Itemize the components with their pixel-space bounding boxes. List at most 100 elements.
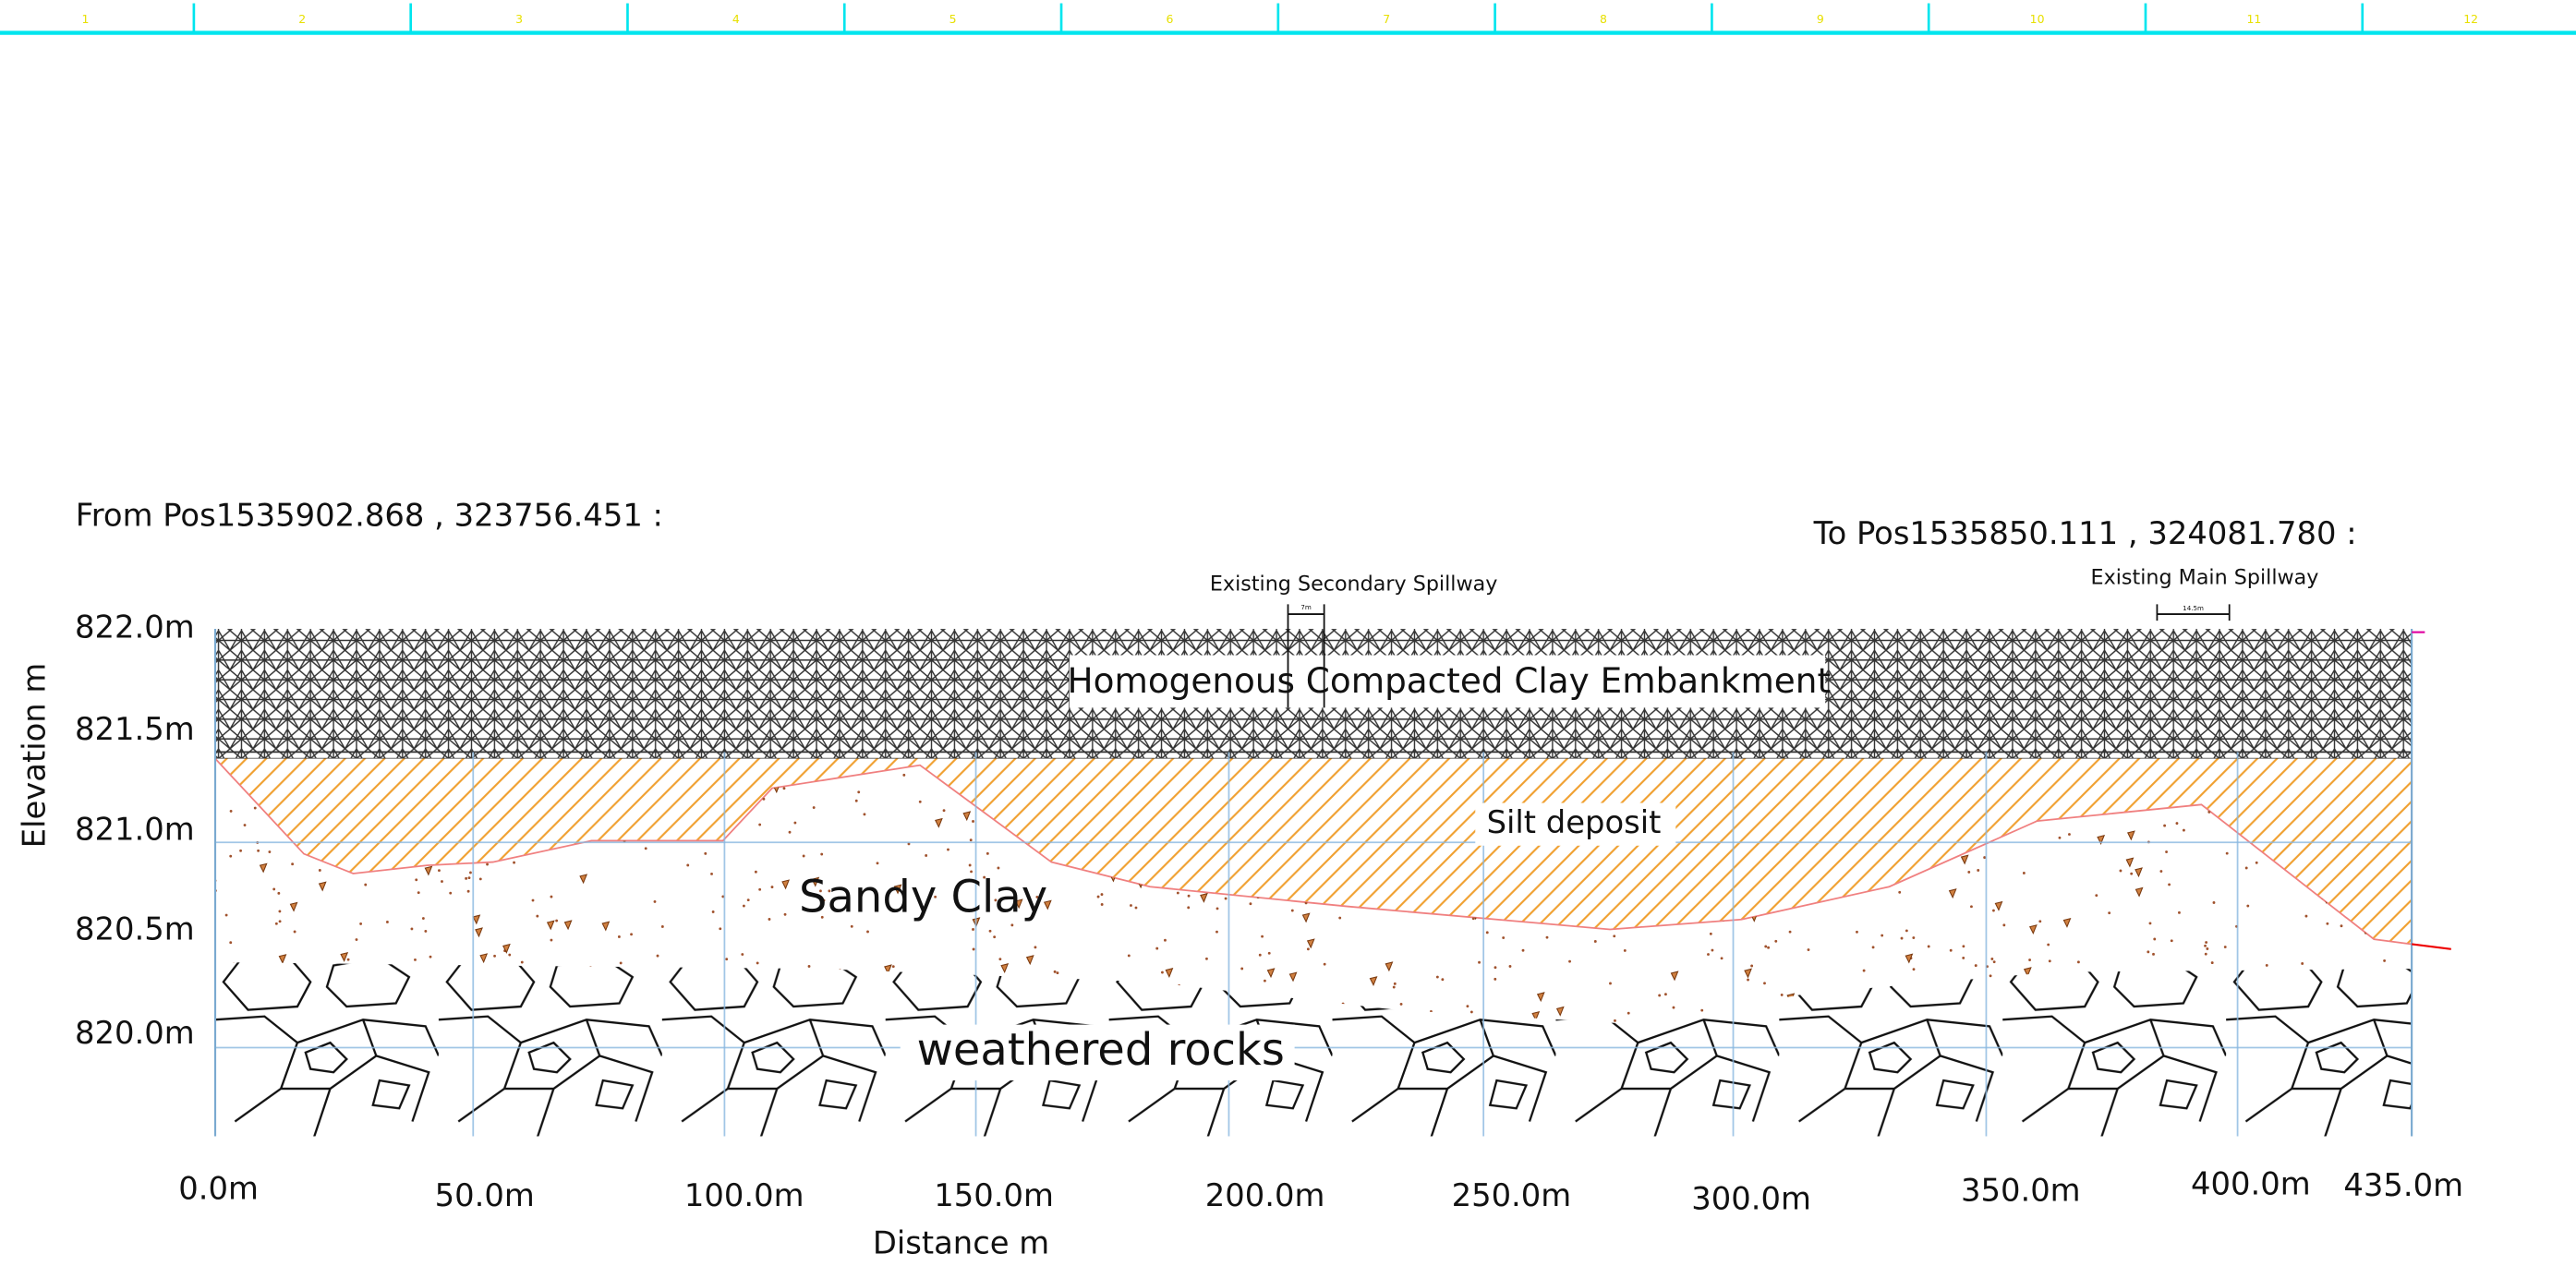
sand-dot: [994, 898, 998, 902]
sand-grain: [1306, 938, 1315, 949]
y-axis-labels: 822.0m 821.5m 821.0m 820.5m 820.0m: [75, 609, 195, 1051]
sand-dot: [293, 930, 296, 934]
sand-dot: [656, 954, 659, 958]
grid: [215, 752, 2413, 1137]
sand-dot: [2038, 920, 2042, 923]
sand-grain: [1025, 955, 1034, 966]
layers: [214, 629, 2413, 1137]
sand-dot: [274, 922, 278, 925]
sand-dot: [355, 938, 358, 941]
sand-dot: [415, 878, 418, 882]
sand-dot: [754, 870, 757, 874]
sand-dot: [508, 953, 512, 957]
y-tick-label: 821.0m: [75, 811, 195, 847]
sand-dot: [513, 861, 515, 864]
sand-grain: [278, 954, 287, 965]
sand-dot: [1469, 1010, 1473, 1014]
sand-dot: [364, 883, 368, 886]
sand-dot: [1127, 954, 1131, 958]
sand-dot: [1623, 948, 1627, 952]
sand-dot: [536, 914, 539, 918]
sand-dot: [857, 790, 861, 794]
sand-dot: [421, 917, 425, 920]
sand-dot: [2204, 952, 2207, 956]
sand-dot: [268, 850, 272, 853]
sand-dot: [429, 955, 432, 959]
sand-dot: [1508, 965, 1512, 968]
spillway-main: Existing Main Spillway 14.5m: [2091, 565, 2318, 621]
sand-dot: [1161, 971, 1164, 974]
sand-dot: [819, 889, 822, 893]
sand-dot: [1764, 945, 1768, 948]
layer-label: Silt deposit: [1487, 804, 1662, 840]
sand-dot: [1306, 947, 1310, 951]
sand-dot: [1807, 948, 1810, 951]
sand-dot: [1471, 917, 1475, 921]
sand-dot: [969, 838, 973, 842]
sand-dot: [1096, 895, 1100, 898]
sand-dot: [520, 960, 524, 964]
sand-dot: [902, 773, 906, 777]
sand-grain: [1994, 900, 2003, 911]
sand-dot: [758, 823, 762, 826]
sand-dot: [2225, 851, 2229, 855]
y-tick-label: 820.0m: [75, 1015, 195, 1051]
sand-dot: [1763, 982, 1766, 985]
sand-dot: [1780, 993, 1784, 996]
sand-dot: [1205, 957, 1208, 960]
sand-dot: [468, 871, 472, 874]
sand-dot: [2265, 963, 2268, 967]
sand-dot: [531, 898, 535, 902]
sand-dot: [550, 938, 553, 942]
layer-label: Sandy Clay: [799, 871, 1047, 922]
x-axis-title: Distance m: [873, 1224, 1049, 1260]
sand-grain: [2097, 834, 2106, 845]
layer-label: Homogenous Compacted Clay Embankment: [1068, 660, 1832, 701]
sand-dot: [1774, 939, 1778, 943]
sand-dot: [1187, 894, 1191, 898]
sand-dot: [891, 965, 895, 969]
sand-dot: [318, 869, 321, 872]
sand-dot: [2130, 872, 2134, 875]
sand-dot: [1053, 970, 1057, 973]
sand-dot: [876, 862, 879, 865]
sand-dot: [793, 821, 797, 825]
sand-dot: [239, 849, 243, 852]
ruler-label: 7: [1383, 12, 1390, 26]
sand-dot: [2095, 894, 2098, 898]
sand-dot: [2168, 883, 2171, 886]
sand-dot: [1494, 977, 1497, 981]
sand-dot: [942, 809, 946, 813]
sand-dot: [1967, 870, 1971, 874]
sand-dot: [1249, 902, 1252, 906]
sand-dot: [2165, 850, 2168, 853]
sand-dot: [410, 927, 414, 931]
sand-dot: [229, 810, 233, 813]
sand-dot: [997, 866, 1000, 870]
spillway-dimension: [2156, 604, 2231, 621]
sand-dot: [758, 887, 762, 891]
sand-dot: [2076, 960, 2080, 964]
sand-dot: [756, 961, 759, 965]
sand-dot: [2255, 861, 2258, 864]
sand-dot: [465, 876, 468, 880]
sand-dot: [2183, 828, 2185, 832]
sand-grain: [884, 964, 892, 975]
sand-dot: [424, 930, 428, 933]
sand-grain: [1014, 898, 1023, 910]
sand-dot: [224, 913, 228, 917]
rock-layer: [215, 957, 2413, 1137]
sand-dot: [385, 921, 389, 923]
sand-dot: [1912, 968, 1916, 971]
sand-dot: [1974, 964, 1977, 968]
sand-dot: [820, 852, 824, 856]
sand-dot: [1609, 982, 1612, 985]
sand-grain: [2028, 924, 2038, 935]
sand-dot: [2163, 824, 2167, 827]
x-tick-label: 0.0m: [178, 1171, 259, 1207]
spillway-label: Existing Secondary Spillway: [1210, 573, 1498, 597]
x-tick-label: 435.0m: [2343, 1167, 2463, 1203]
x-tick-label: 350.0m: [1961, 1172, 2081, 1208]
sand-dot: [988, 929, 992, 933]
sand-dot: [1614, 1019, 1616, 1022]
